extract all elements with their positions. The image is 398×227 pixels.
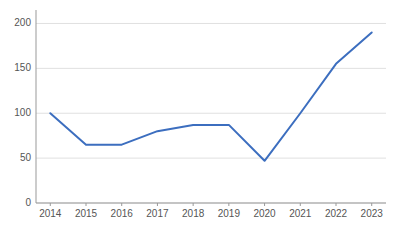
y-tick-label: 0 (25, 197, 31, 208)
x-tick-label: 2014 (39, 208, 62, 219)
grid-line (36, 203, 386, 204)
x-tick-label: 2018 (182, 208, 205, 219)
x-tick-label: 2020 (253, 208, 276, 219)
chart: 0 50 100 150 200 2014 2015 2016 2017 2018 2019 2020… (0, 0, 398, 227)
chart-container: 0 50 100 150 200 2014 2015 2016 2017 2018 2019 2020… (0, 0, 398, 227)
x-tick-label: 2021 (289, 208, 312, 219)
x-tick-label: 2023 (361, 208, 384, 219)
grid-line (36, 113, 386, 114)
grid-line (36, 158, 386, 159)
y-axis-line (36, 10, 37, 203)
data-line (50, 32, 371, 160)
y-tick-label: 100 (14, 107, 31, 118)
x-tick-label: 2015 (75, 208, 98, 219)
x-axis-line (36, 203, 386, 204)
y-tick-label: 200 (14, 17, 31, 28)
y-axis: 0 50 100 150 200 (14, 10, 36, 208)
x-axis: 2014 2015 2016 2017 2018 2019 2020 2021 2022 2023 (36, 203, 386, 219)
x-tick-label: 2022 (325, 208, 348, 219)
y-grid (36, 23, 386, 203)
y-tick-label: 150 (14, 62, 31, 73)
plot-area (50, 32, 371, 160)
x-tick-label: 2017 (146, 208, 169, 219)
grid-line (36, 23, 386, 24)
x-tick-label: 2019 (218, 208, 241, 219)
x-tick-label: 2016 (111, 208, 134, 219)
y-tick-label: 50 (20, 152, 32, 163)
